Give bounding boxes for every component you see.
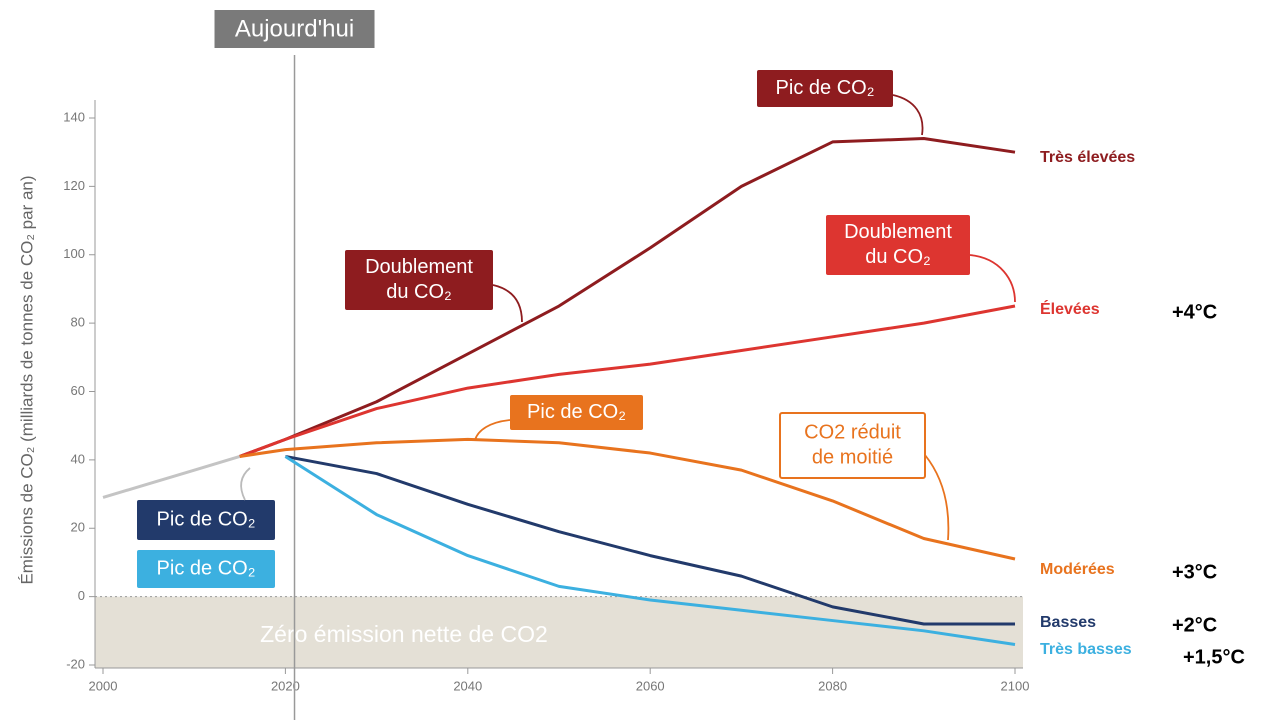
annotation-box	[137, 500, 275, 540]
series-line	[285, 454, 1015, 626]
annotation-box	[826, 215, 970, 275]
series-label: Élevées	[1040, 299, 1100, 318]
today-box	[214, 10, 375, 48]
x-tick-label: 2080	[818, 678, 847, 693]
series-line	[239, 137, 1016, 458]
annotation-arrow	[240, 467, 251, 501]
y-tick-label: 100	[63, 246, 85, 261]
annotation-box	[137, 550, 275, 588]
y-tick-label: 80	[71, 315, 85, 330]
annotation-box	[510, 395, 643, 430]
annotation-arrow	[969, 254, 1016, 303]
y-tick-label: 40	[71, 451, 85, 466]
annotation-text: Pic de CO₂	[157, 557, 256, 579]
annotation-arrow	[492, 284, 523, 323]
series-line	[284, 455, 1016, 646]
y-tick-label: 60	[71, 383, 85, 398]
series-label: Basses	[1040, 614, 1096, 631]
annotation-text: CO2 réduit	[804, 421, 901, 443]
annotation-arrow	[892, 94, 924, 136]
annotation-text: Pic de CO₂	[527, 401, 626, 423]
annotation-arrow	[474, 419, 511, 441]
y-axis-label: Émissions de CO₂ (milliards de tonnes de…	[17, 175, 36, 584]
series-label: Très élevées	[1040, 149, 1135, 166]
y-tick-label: 140	[63, 109, 85, 124]
annotation-text: Pic de CO₂	[157, 508, 256, 530]
temperature-label: +4°C	[1172, 301, 1217, 323]
zero-zone-label: Zéro émission nette de CO2	[260, 621, 548, 647]
series-line	[239, 437, 1016, 561]
annotation-text: du CO₂	[386, 281, 452, 303]
x-tick-label: 2020	[271, 678, 300, 693]
annotation-text: Doublement	[844, 221, 952, 243]
annotation-box	[345, 250, 493, 310]
today-label: Aujourd'hui	[235, 15, 354, 42]
x-tick-label: 2040	[453, 678, 482, 693]
x-tick-label: 2060	[636, 678, 665, 693]
annotation-text: du CO₂	[865, 246, 931, 268]
series-line	[102, 455, 241, 499]
series-line	[239, 304, 1016, 458]
x-tick-label: 2000	[89, 678, 118, 693]
annotation-text: de moitié	[812, 446, 893, 468]
y-tick-label: 20	[71, 520, 85, 535]
annotation-arrow	[924, 454, 950, 541]
zero-zone	[95, 596, 1023, 668]
series-label: Modérées	[1040, 561, 1115, 578]
temperature-label: +1,5°C	[1183, 646, 1245, 668]
annotation-text: Pic de CO₂	[776, 77, 875, 99]
y-tick-label: -20	[66, 656, 85, 671]
y-tick-label: 0	[78, 588, 85, 603]
series-label: Très basses	[1040, 641, 1132, 658]
temperature-label: +2°C	[1172, 614, 1217, 636]
annotation-box	[779, 412, 926, 479]
annotation-text: Doublement	[365, 256, 473, 278]
temperature-label: +3°C	[1172, 561, 1217, 583]
x-tick-label: 2100	[1001, 678, 1030, 693]
annotation-box	[757, 70, 893, 107]
y-tick-label: 120	[63, 178, 85, 193]
